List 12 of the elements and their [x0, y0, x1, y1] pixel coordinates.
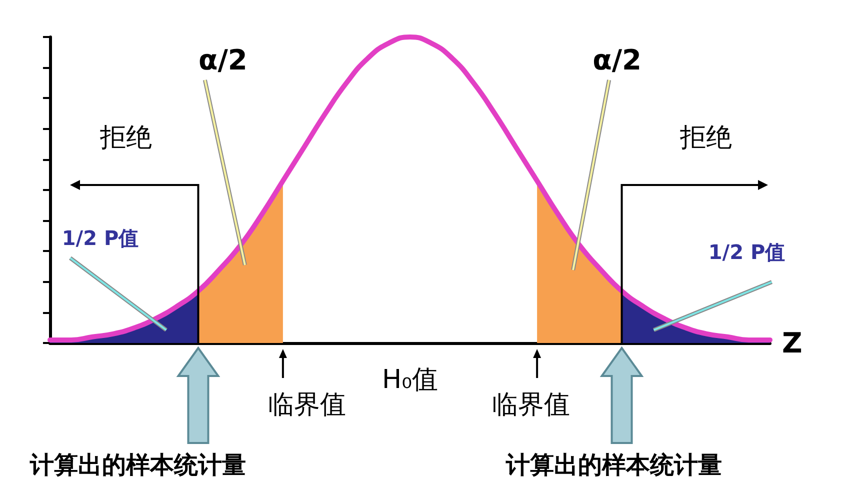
- annotation: 拒绝: [99, 123, 152, 153]
- annotation: 1/2 P值: [708, 240, 786, 264]
- annotation: 拒绝: [678, 123, 732, 153]
- annotation: 1/2 P值: [62, 226, 139, 250]
- text: 计算出的样本统计量: [504, 451, 722, 479]
- text: H₀值: [382, 365, 438, 395]
- annotation: α/2: [592, 44, 642, 76]
- annotation: α/2: [198, 44, 248, 76]
- text: 临界值: [268, 390, 346, 420]
- text: 计算出的样本统计量: [29, 451, 246, 479]
- text: 临界值: [492, 390, 570, 420]
- x-axis-title: Z: [782, 326, 802, 360]
